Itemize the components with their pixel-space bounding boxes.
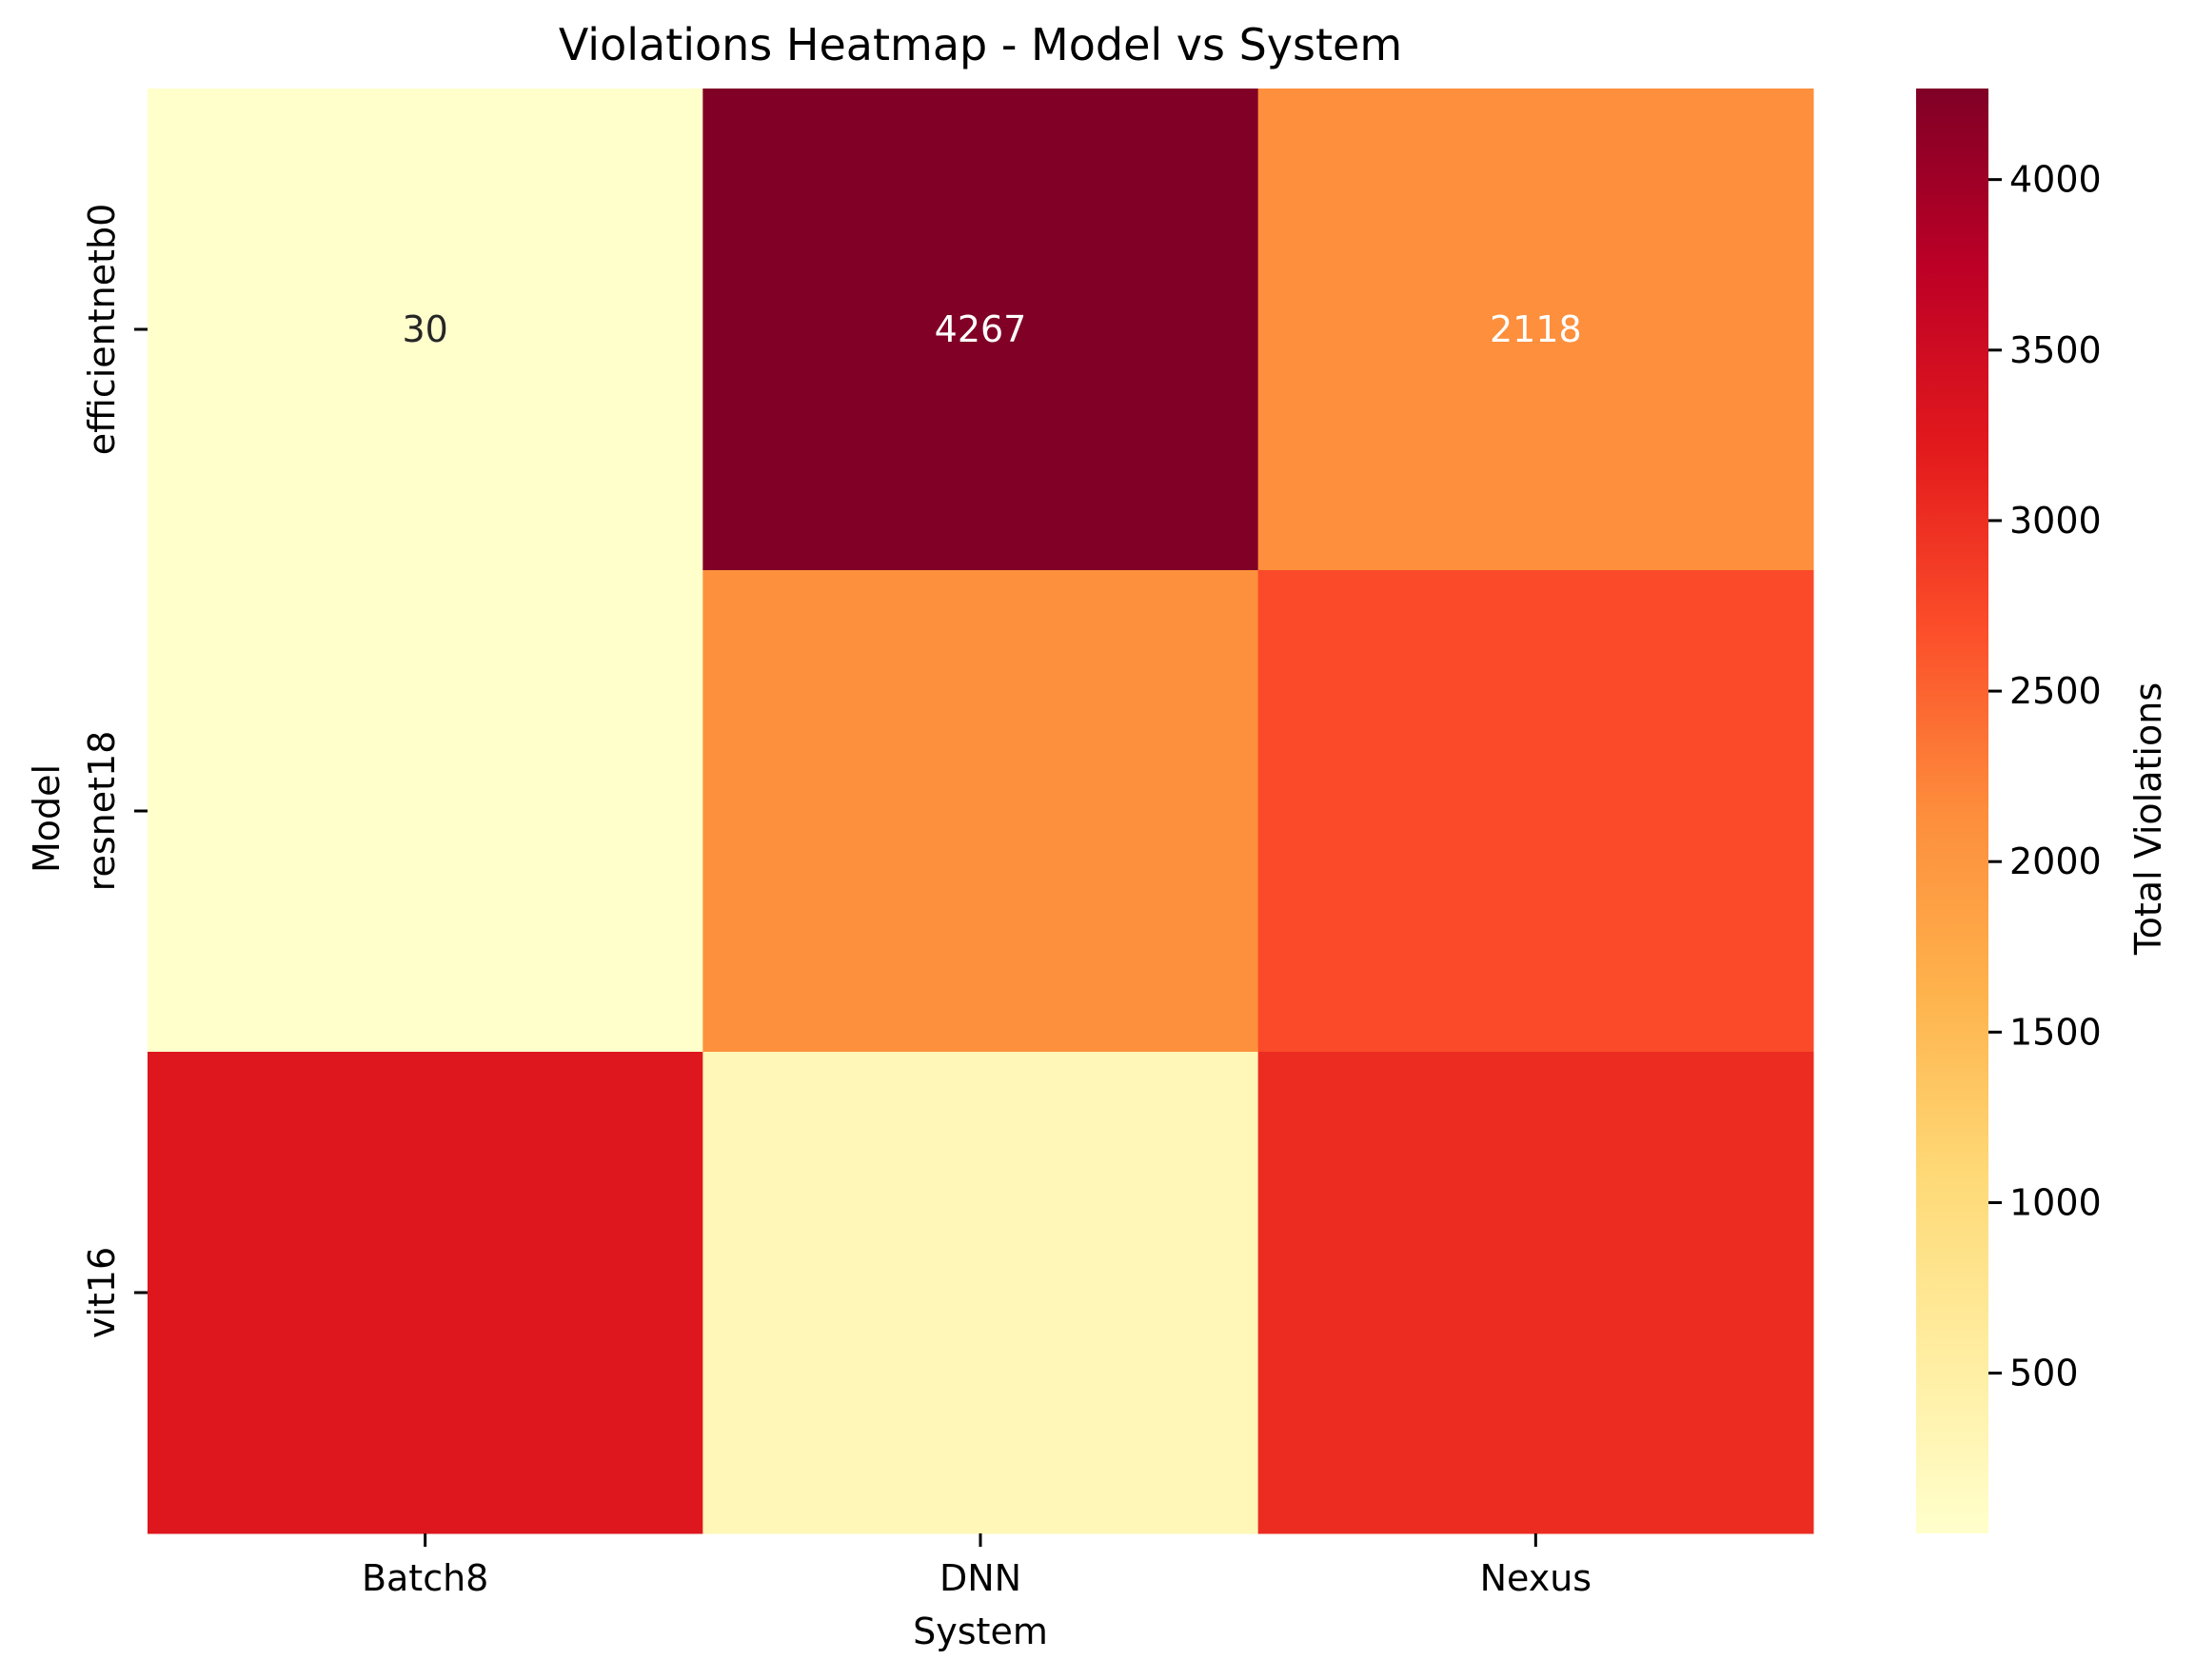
colorbar-tick-label: 3500 — [2009, 329, 2102, 371]
cell-value-label: 4267 — [935, 308, 1027, 350]
y-tick-label: resnet18 — [81, 731, 123, 892]
chart-title: Violations Heatmap - Model vs System — [559, 19, 1402, 70]
heatmap-cells — [148, 89, 1814, 1534]
heatmap-cell — [148, 89, 703, 571]
colorbar: 500 1000 1500 2000 2500 3000 3500 4000 Total Vi… — [1916, 89, 2169, 1533]
colorbar-tick-label: 1000 — [2009, 1181, 2102, 1223]
x-tick-label: Batch8 — [362, 1557, 488, 1599]
colorbar-tick-label: 500 — [2009, 1353, 2079, 1394]
heatmap-cell — [148, 1052, 703, 1534]
heatmap-cell — [148, 570, 703, 1053]
colorbar-tick-label: 2500 — [2009, 670, 2102, 712]
heatmap-cell — [702, 570, 1259, 1053]
x-tick-label: Nexus — [1480, 1557, 1592, 1599]
colorbar-tick-label: 1500 — [2009, 1011, 2102, 1053]
colorbar-tick-label: 4000 — [2009, 159, 2102, 201]
heatmap-cell — [702, 89, 1259, 571]
colorbar-tick-label: 3000 — [2009, 500, 2102, 542]
heatmap-cell — [1257, 570, 1814, 1053]
y-axis-ticks: efficientnetb0 resnet18 vit16 — [81, 204, 148, 1338]
y-tick-label: efficientnetb0 — [81, 204, 123, 456]
heatmap-cell-labels: 30 4267 2118 — [402, 308, 1581, 350]
colorbar-tick-label: 2000 — [2009, 840, 2102, 882]
cell-value-label: 2118 — [1490, 308, 1582, 350]
y-axis-label: Model — [26, 764, 68, 873]
x-axis-ticks: Batch8 DNN Nexus — [362, 1533, 1592, 1599]
colorbar-label: Total Violations — [2127, 682, 2169, 956]
cell-value-label: 30 — [402, 308, 447, 350]
heatmap-cell — [1257, 89, 1814, 571]
colorbar-scale — [1916, 89, 1988, 1533]
x-axis-label: System — [913, 1611, 1048, 1652]
colorbar-ticks: 500 1000 1500 2000 2500 3000 3500 4000 — [1988, 159, 2102, 1394]
y-tick-label: vit16 — [81, 1247, 123, 1338]
heatmap-cell — [1257, 1052, 1814, 1534]
heatmap-cell — [702, 1052, 1259, 1534]
x-tick-label: DNN — [939, 1557, 1021, 1599]
